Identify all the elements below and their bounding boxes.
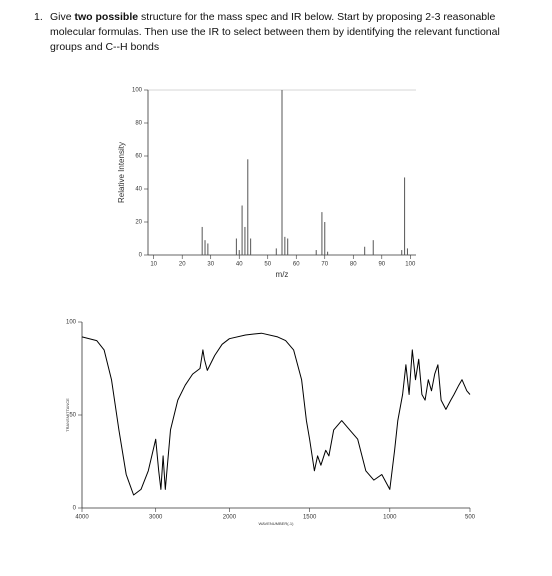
x-tick-label: 60	[293, 262, 300, 268]
x-tick-label: 100	[405, 262, 416, 268]
x-tick-label: 20	[179, 262, 186, 268]
text: Give	[50, 11, 75, 23]
x-axis-label: WAVENUMBER(-1)	[259, 521, 295, 526]
x-tick-label: 80	[350, 262, 357, 268]
question: 1. Give two possible structure for the m…	[34, 10, 524, 55]
x-tick-label: 2000	[223, 515, 237, 521]
y-tick-label: 100	[66, 320, 77, 326]
x-tick-label: 500	[465, 515, 476, 521]
x-tick-label: 1500	[303, 515, 317, 521]
x-tick-label: 4000	[75, 515, 89, 521]
x-axis-label: m/z	[276, 270, 289, 279]
y-axis-label: Relative Intensity	[117, 142, 126, 203]
question-body: Give two possible structure for the mass…	[50, 10, 524, 55]
x-tick-label: 50	[264, 262, 271, 268]
y-tick-label: 80	[135, 121, 142, 127]
x-tick-label: 3000	[149, 515, 163, 521]
spectrum-line	[81, 332, 471, 496]
y-tick-label: 50	[69, 413, 76, 419]
x-tick-label: 40	[236, 262, 243, 268]
emphasis: two possible	[74, 11, 139, 23]
text: structure for the mass spec and IR below…	[50, 11, 500, 53]
x-tick-label: 1000	[383, 515, 397, 521]
y-tick-label: 100	[132, 88, 143, 94]
y-tick-label: 0	[73, 506, 77, 512]
y-axis-label: TRANSMITTANCE	[65, 398, 70, 432]
x-tick-label: 10	[150, 262, 157, 268]
y-tick-label: 0	[139, 253, 143, 259]
question-number: 1.	[34, 11, 43, 23]
y-tick-label: 20	[135, 220, 142, 226]
y-tick-label: 40	[135, 187, 142, 193]
y-tick-label: 60	[135, 154, 142, 160]
x-tick-label: 70	[321, 262, 328, 268]
x-tick-label: 30	[207, 262, 214, 268]
x-tick-label: 90	[378, 262, 385, 268]
